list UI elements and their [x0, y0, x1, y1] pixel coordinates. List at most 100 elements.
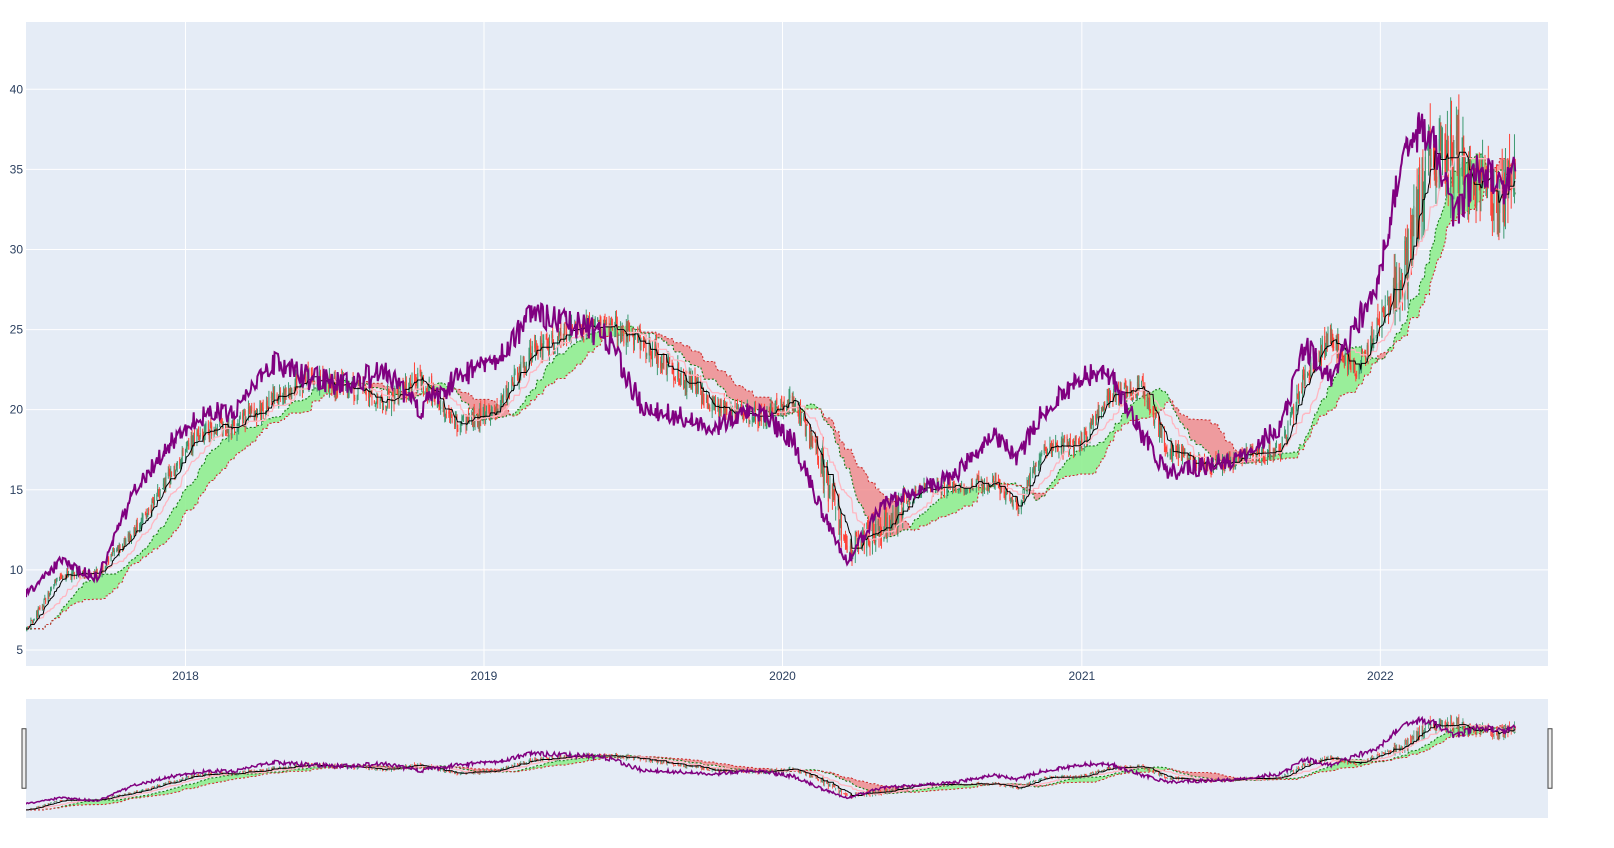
candle-body: [442, 403, 444, 407]
candle-body: [293, 389, 295, 392]
y-tick-label: 30: [10, 242, 24, 256]
candle-body: [723, 402, 725, 411]
candle-body: [1177, 448, 1179, 451]
candle-body: [118, 545, 120, 553]
candle-body: [520, 361, 522, 376]
candle-body: [1278, 446, 1280, 451]
candle-body: [310, 368, 312, 376]
candle-body: [182, 450, 184, 455]
candle-body: [1081, 438, 1083, 445]
candle-body: [789, 394, 791, 399]
candle-body: [32, 620, 34, 623]
candle-body: [804, 417, 806, 422]
candle-body: [909, 501, 911, 505]
candle-body: [976, 476, 978, 480]
candle-body: [387, 391, 389, 393]
candle-body: [1023, 495, 1025, 499]
rangeslider-right-handle[interactable]: [1547, 728, 1553, 789]
candle-body: [419, 369, 421, 374]
candle-body: [1012, 504, 1014, 508]
candle-body: [268, 397, 270, 407]
candle-body: [1343, 360, 1345, 363]
candle-body: [497, 412, 499, 414]
candle-body: [771, 407, 773, 411]
candle-body: [797, 406, 799, 411]
candle-body: [438, 405, 440, 409]
candle-body: [600, 325, 602, 334]
candle-body: [1181, 449, 1183, 460]
candle-body: [1149, 397, 1151, 412]
candle-body: [437, 402, 439, 407]
candle-body: [1370, 342, 1372, 352]
candle-body: [523, 357, 525, 370]
candle-body: [1113, 389, 1115, 398]
candle-body: [1089, 423, 1091, 438]
candle-body: [513, 373, 515, 389]
candle-body: [305, 376, 307, 382]
candle-body: [449, 411, 451, 417]
candle-body: [788, 395, 790, 408]
candle-body: [822, 453, 824, 466]
candle-body: [1124, 384, 1126, 386]
candle-body: [840, 521, 842, 526]
candle-body: [804, 422, 806, 436]
candle-body: [354, 397, 356, 399]
candle-body: [629, 329, 631, 338]
candle-body: [1085, 432, 1087, 438]
candle-body: [190, 436, 192, 452]
candle-body: [709, 407, 711, 412]
candle-body: [1155, 413, 1157, 416]
candle-body: [1284, 431, 1286, 436]
candle-body: [891, 514, 893, 525]
candle-body: [1176, 449, 1178, 453]
candle-body: [381, 393, 383, 399]
candle-body: [283, 389, 285, 400]
candle-body: [251, 406, 253, 412]
candle-body: [1035, 463, 1037, 467]
rangeslider-cloud-segment: [1046, 766, 1171, 786]
candle-body: [673, 375, 675, 380]
candle-body: [502, 394, 504, 397]
candle-body: [714, 400, 716, 406]
candle-body: [1335, 340, 1337, 351]
candle-body: [136, 522, 138, 532]
candle-body: [1146, 400, 1148, 403]
candle-body: [1281, 436, 1283, 454]
candle-body: [637, 335, 639, 342]
candle-body: [1326, 339, 1328, 343]
candle-body: [473, 408, 475, 427]
candle-body: [131, 535, 133, 540]
candle-body: [518, 367, 520, 384]
candle-body: [611, 323, 613, 325]
candle-body: [375, 401, 377, 406]
candle-body: [1096, 414, 1098, 421]
candle-body: [1073, 447, 1075, 453]
candle-body: [560, 331, 562, 342]
candle-body: [59, 576, 61, 579]
candle-body: [135, 529, 137, 532]
candle-body: [425, 389, 427, 392]
candle-body: [775, 401, 777, 411]
candle-body: [965, 490, 967, 492]
candle-body: [1087, 437, 1089, 443]
candle-body: [952, 486, 954, 492]
candle-body: [1383, 311, 1385, 320]
candle-body: [1410, 230, 1412, 255]
rangeslider-left-handle[interactable]: [21, 728, 27, 789]
candle-body: [1245, 450, 1247, 457]
candle-body: [124, 540, 126, 546]
candle-body: [1026, 479, 1028, 494]
candle-body: [1476, 183, 1478, 206]
rangeslider-background[interactable]: [26, 699, 1548, 818]
candle-body: [615, 317, 617, 323]
x-axis: 2018 2019 2020 2021 2022: [172, 669, 1394, 683]
candle-body: [380, 396, 382, 401]
candle-body: [860, 541, 862, 544]
candle-body: [409, 381, 411, 390]
candle-body: [1388, 297, 1390, 315]
candle-body: [421, 377, 423, 385]
candle-body: [839, 530, 841, 536]
candle-body: [392, 395, 394, 397]
candle-body: [228, 424, 230, 438]
main-plot[interactable]: [26, 94, 1517, 632]
